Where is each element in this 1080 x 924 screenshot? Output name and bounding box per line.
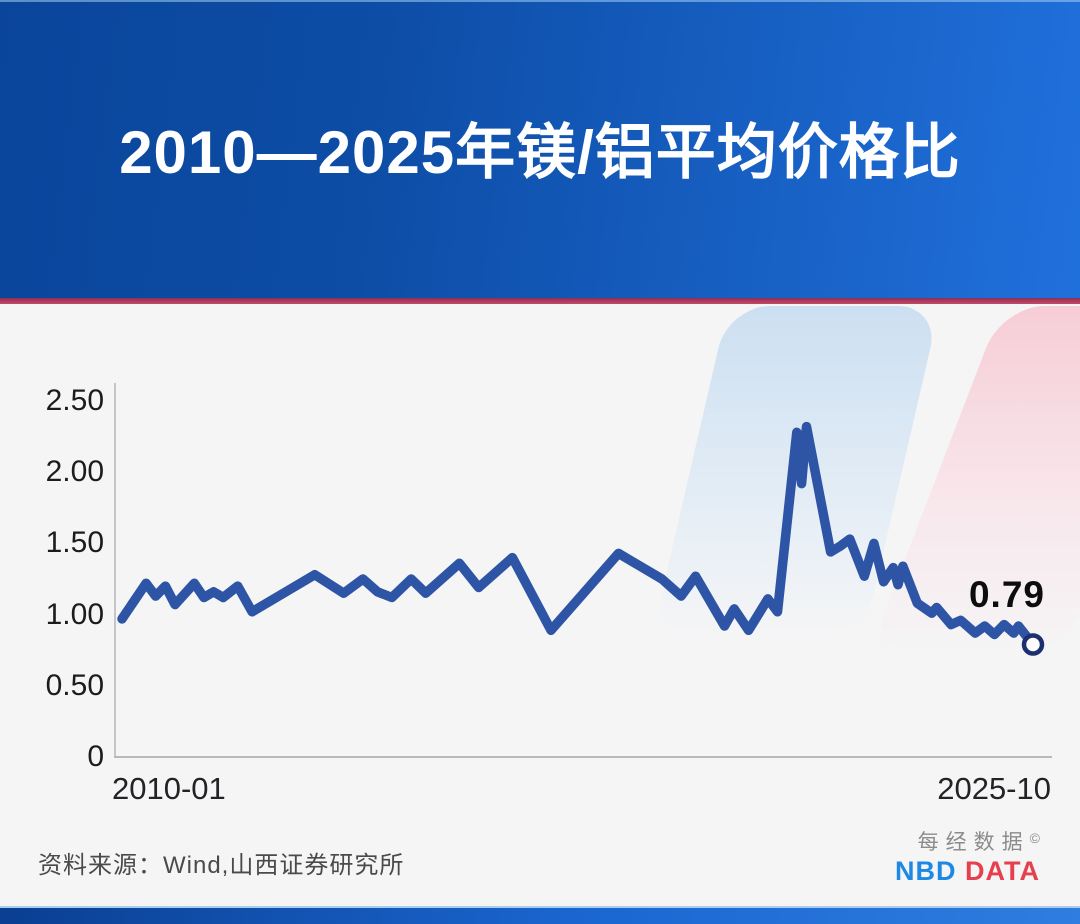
- logo-chinese-text: 每经数据: [917, 831, 1030, 854]
- y-tick-label: 1.50: [45, 526, 104, 560]
- page-title: 2010—2025年镁/铝平均价格比: [119, 118, 961, 186]
- y-tick-label: 2.50: [45, 384, 104, 417]
- header-banner: 2010—2025年镁/铝平均价格比: [0, 0, 1080, 300]
- y-tick-label: 0.50: [45, 668, 104, 702]
- logo-english-line: NBD DATA: [895, 858, 1040, 885]
- logo-data-text: DATA: [965, 856, 1040, 886]
- y-tick-label: 1.00: [45, 597, 104, 631]
- logo-chinese-line: 每经数据©: [895, 831, 1040, 853]
- copyright-mark: ©: [1029, 830, 1040, 846]
- end-marker: [1021, 633, 1045, 656]
- x-tick-label-last: 2025-10: [937, 771, 1051, 806]
- bottom-accent-bar: [0, 906, 1080, 924]
- nbd-data-logo: 每经数据© NBD DATA: [895, 831, 1040, 885]
- price-line: [117, 421, 1038, 650]
- data-source-note: 资料来源：Wind,山西证券研究所: [38, 852, 405, 879]
- header-divider: [0, 298, 1080, 304]
- y-tick-label: 2.00: [45, 455, 104, 489]
- end-value-label: 0.79: [968, 574, 1045, 615]
- logo-nbd-text: NBD: [895, 856, 957, 886]
- x-tick-label-first: 2010-01: [112, 771, 226, 806]
- y-tick-label: 0: [87, 740, 104, 773]
